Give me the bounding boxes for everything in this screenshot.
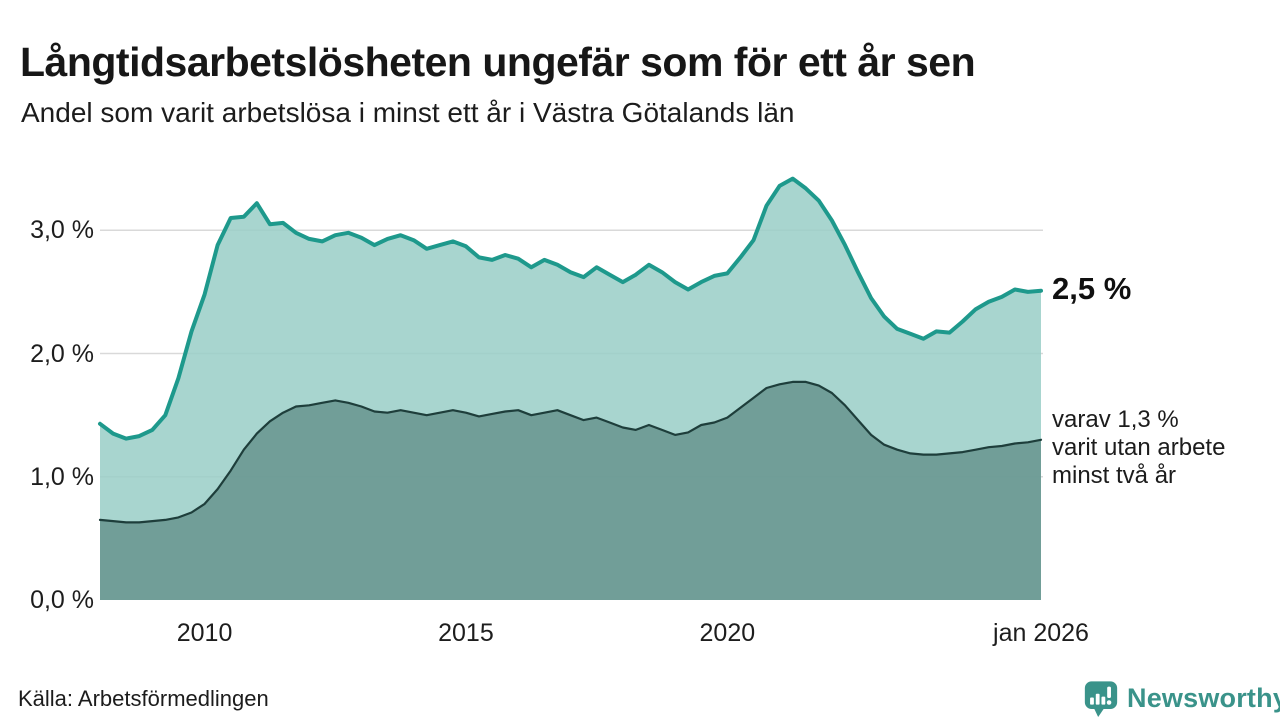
two-year-value-label: varav 1,3 % varit utan arbete minst två … [1052, 406, 1226, 489]
series-area-1 [100, 381, 1041, 600]
chart-title: Långtidsarbetslösheten ungefär som för e… [20, 39, 976, 86]
series-line-0 [98, 176, 1043, 441]
source-note: Källa: Arbetsförmedlingen [18, 686, 269, 711]
latest-value-label: 2,5 % [1052, 271, 1132, 306]
chart-subtitle: Andel som varit arbetslösa i minst ett å… [21, 97, 795, 128]
series-line-1 [98, 380, 1043, 524]
newsworthy-bars-icon [1084, 681, 1118, 718]
newsworthy-logo[interactable]: Newsworthy [1082, 679, 1280, 718]
newsworthy-wordmark: Newsworthy [1127, 683, 1280, 713]
